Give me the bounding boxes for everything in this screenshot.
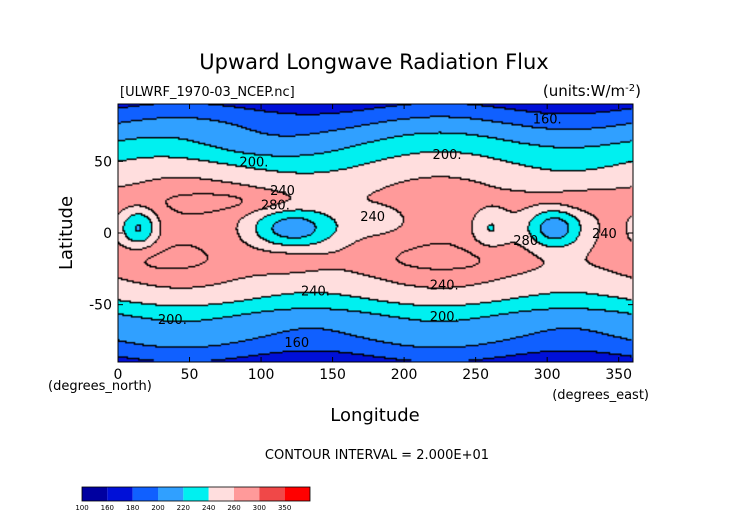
x-axis: 0 50 100 150 200 250 300 350 [114, 104, 632, 383]
contour-label: 200. [158, 313, 187, 328]
y-tick-label: -50 [89, 298, 112, 314]
colorbar-swatch [107, 487, 133, 501]
colorbar-swatch [208, 487, 234, 501]
x-tick-label: 250 [462, 367, 489, 383]
colorbar-tick-label: 180 [126, 504, 139, 512]
x-tick-label: 100 [248, 367, 275, 383]
x-tick-label: 300 [534, 367, 561, 383]
colorbar-frame [81, 486, 311, 502]
x-axis-title: Longitude [330, 405, 420, 426]
contour-label: 160 [284, 336, 309, 351]
colorbar-tick-label: 160 [101, 504, 114, 512]
x-axis-unit-label: (degrees_east) [552, 388, 649, 403]
contour-label: 200. [239, 155, 268, 170]
chart-units: (units:W/m-2) [543, 82, 641, 100]
contour-label: 240 [270, 184, 295, 199]
chart-source-filename: [ULWRF_1970-03_NCEP.nc] [120, 85, 295, 100]
heatmap-field [118, 104, 633, 362]
colorbar: 100 160 180 200 220 240 260 300 350 [75, 486, 311, 512]
colorbar-tick-label: 260 [227, 504, 240, 512]
y-tick-label: 50 [94, 154, 112, 170]
contour-label: 160. [533, 112, 562, 127]
colorbar-swatch [259, 487, 285, 501]
contour-label: 240. [430, 279, 459, 294]
colorbar-swatch [132, 487, 158, 501]
colorbar-tick-label: 200 [151, 504, 164, 512]
y-axis-unit-label: (degrees_north) [48, 379, 152, 394]
y-axis: -50 0 50 [89, 154, 633, 314]
contour-label: 200. [430, 310, 459, 325]
colorbar-tick-label: 100 [75, 504, 88, 512]
chart-title: Upward Longwave Radiation Flux [199, 50, 548, 74]
colorbar-swatch [82, 487, 108, 501]
x-tick-label: 200 [391, 367, 418, 383]
colorbar-swatch [234, 487, 260, 501]
y-axis-title: Latitude [56, 196, 77, 270]
contour-label: 280 [513, 234, 538, 249]
colorbar-tick-label: 220 [177, 504, 190, 512]
x-tick-label: 50 [181, 367, 199, 383]
colorbar-swatch [183, 487, 209, 501]
contour-label: 240 [360, 210, 385, 225]
colorbar-swatch [284, 487, 310, 501]
colorbar-tick-label: 240 [202, 504, 215, 512]
colorbar-tick-label: 300 [253, 504, 266, 512]
colorbar-swatch [158, 487, 184, 501]
x-tick-label: 150 [319, 367, 346, 383]
x-tick-label: 350 [605, 367, 632, 383]
colorbar-tick-label: 350 [278, 504, 291, 512]
x-tick-label: 0 [114, 367, 123, 383]
contour-label: 240. [301, 284, 330, 299]
contour-interval-text: CONTOUR INTERVAL = 2.000E+01 [265, 448, 489, 463]
y-tick-label: 0 [103, 226, 112, 242]
contour-label: 240 [592, 227, 617, 242]
contour-label: 280. [261, 198, 290, 213]
contour-label: 200. [433, 148, 462, 163]
